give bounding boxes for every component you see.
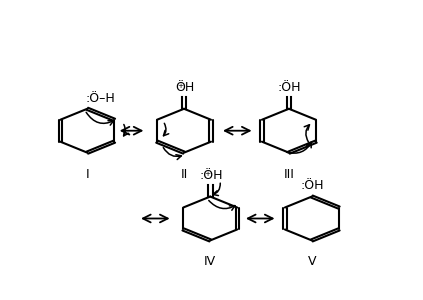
Text: :ÖH: :ÖH (200, 169, 223, 182)
Text: :ÖH: :ÖH (300, 179, 324, 192)
Text: IV: IV (204, 256, 216, 268)
Text: ÖH: ÖH (176, 81, 195, 94)
Text: $^+$: $^+$ (203, 171, 212, 181)
Text: V: V (308, 256, 316, 268)
Text: III: III (283, 168, 294, 181)
Text: :ÖH: :ÖH (277, 81, 301, 94)
Text: :Ö–H: :Ö–H (85, 92, 115, 105)
Text: II: II (180, 168, 188, 181)
Text: I: I (85, 168, 89, 181)
Text: $^+$: $^+$ (176, 83, 185, 93)
